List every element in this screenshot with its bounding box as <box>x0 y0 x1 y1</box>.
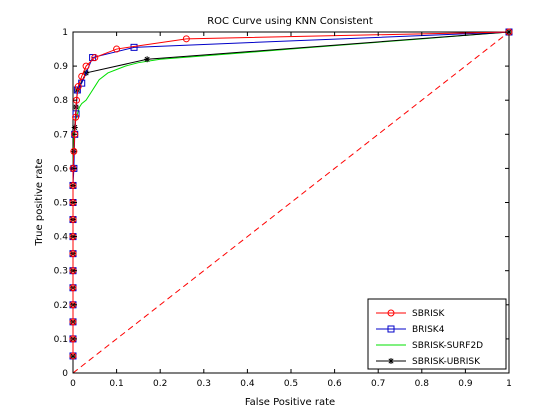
data-point <box>69 284 77 292</box>
legend-marker <box>387 309 395 317</box>
data-point <box>70 147 78 155</box>
y-tick-label: 0.2 <box>54 301 68 311</box>
data-point <box>91 54 99 62</box>
x-tick-label: 0.3 <box>197 379 211 389</box>
legend-entry: SBRISK-SURF2D <box>412 341 483 351</box>
data-point <box>69 250 77 258</box>
y-tick-label: 0.8 <box>54 96 69 106</box>
data-point <box>69 216 77 224</box>
x-tick-label: 0.5 <box>284 379 298 389</box>
x-tick-label: 0.9 <box>458 379 473 389</box>
y-tick-label: 0.1 <box>54 335 68 345</box>
data-point <box>78 72 86 80</box>
legend-entry: SBRISK-UBRISK <box>412 357 481 367</box>
legend-marker <box>388 358 394 364</box>
y-tick-label: 0.3 <box>54 267 68 277</box>
y-tick-label: 0.4 <box>54 233 69 243</box>
y-tick-label: 0 <box>62 369 68 379</box>
data-point <box>71 130 79 138</box>
data-point <box>69 181 77 189</box>
y-axis-ticks: 0 0.1 0.2 0.3 0.4 0.5 0.6 0.7 0.8 0.9 1 <box>54 28 509 379</box>
x-tick-label: 0.7 <box>371 379 385 389</box>
data-point <box>69 352 77 360</box>
series-line <box>72 31 510 374</box>
x-axis-ticks: 0 0.1 0.2 0.3 0.4 0.5 0.6 0.7 0.8 0.9 1 <box>70 32 512 389</box>
x-tick-label: 0 <box>70 379 76 389</box>
legend-entry: SBRISK <box>412 309 446 319</box>
data-point <box>144 56 151 63</box>
x-tick-label: 0.2 <box>153 379 167 389</box>
y-tick-label: 0.6 <box>54 164 69 174</box>
data-point <box>82 62 90 70</box>
x-axis-label: False Positive rate <box>245 397 335 408</box>
x-tick-label: 0.6 <box>327 379 342 389</box>
y-tick-label: 1 <box>62 28 68 38</box>
y-axis-label: True positive rate <box>34 158 45 246</box>
legend: SBRISK BRISK4 SBRISK-SURF2D SBRISK-UBRISK <box>367 298 507 370</box>
data-point <box>74 83 82 91</box>
legend-entry: BRISK4 <box>412 325 445 335</box>
y-tick-label: 0.9 <box>54 62 69 72</box>
y-tick-label: 0.7 <box>54 130 68 140</box>
legend-box <box>367 298 507 370</box>
y-tick-label: 0.5 <box>54 199 68 209</box>
x-tick-label: 0.4 <box>240 379 255 389</box>
chart-title: ROC Curve using KNN Consistent <box>207 16 373 27</box>
series-chance-line <box>72 31 510 374</box>
legend-marker <box>387 325 395 333</box>
data-point <box>113 45 121 53</box>
data-point <box>182 35 190 43</box>
data-point <box>72 113 80 121</box>
x-tick-label: 0.8 <box>415 379 430 389</box>
x-tick-label: 0.1 <box>109 379 123 389</box>
data-point <box>69 318 77 326</box>
x-tick-label: 1 <box>506 379 512 389</box>
